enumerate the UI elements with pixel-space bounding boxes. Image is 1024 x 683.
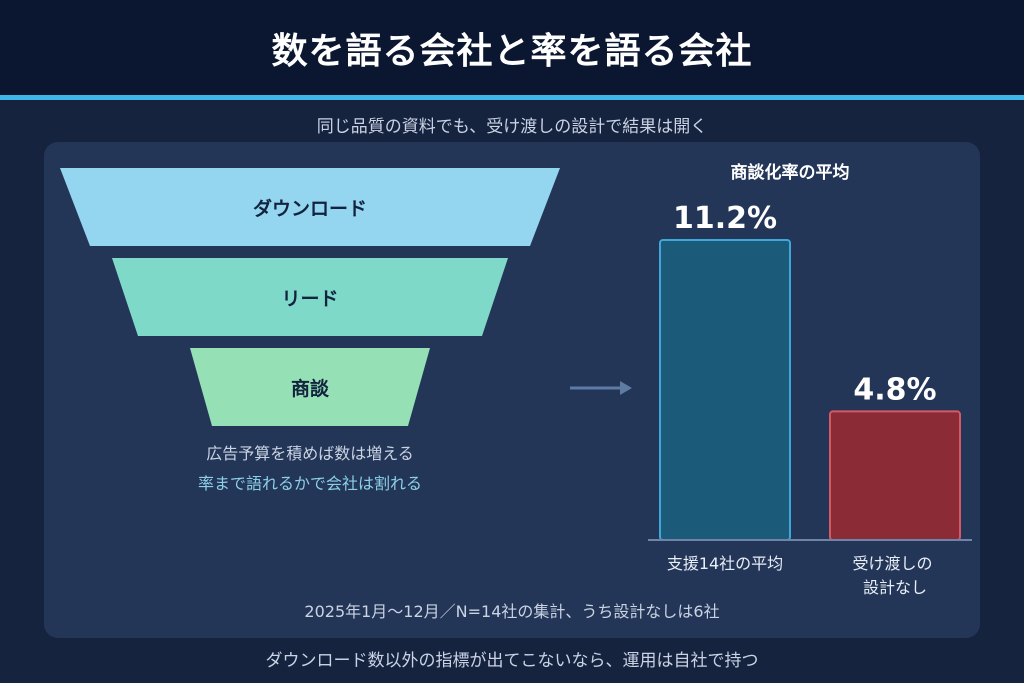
- x-tick-label-0: 支援14社の平均: [667, 554, 783, 573]
- x-tick-label-1: 受け渡しの 設計なし: [852, 554, 937, 597]
- bar-1: [829, 410, 961, 541]
- bar-group: 11.2% 4.8%: [659, 201, 961, 541]
- funnel-stage-lead: [112, 258, 508, 336]
- funnel-label-meeting: 商談: [291, 377, 330, 400]
- footer-message: ダウンロード数以外の指標が出てこないなら、運用は自社で持つ: [265, 651, 759, 671]
- funnel-label-download: ダウンロード: [253, 197, 367, 220]
- arrow-icon: [570, 381, 632, 395]
- accent-divider: [0, 95, 1024, 100]
- funnel-label-lead: リード: [281, 288, 338, 310]
- bar-value-label-0: 11.2%: [673, 201, 777, 236]
- page-subtitle: 同じ品質の資料でも、受け渡しの設計で結果は開く: [316, 117, 708, 137]
- funnel-stage-meeting: [190, 348, 430, 426]
- chart-title: 商談化率の平均: [731, 162, 850, 183]
- bar-value-label-1: 4.8%: [853, 372, 936, 407]
- title-bar: 数を語る会社と率を語る会社: [0, 0, 1024, 95]
- funnel-caption-line2: 率まで語れるかで会社は割れる: [198, 474, 422, 493]
- funnel-caption-line1: 広告予算を積めば数は増える: [206, 444, 414, 463]
- funnel-stage-download: [60, 168, 560, 246]
- data-source-note: 2025年1月〜12月／N=14社の集計、うち設計なしは6社: [304, 602, 719, 621]
- bar-0: [659, 239, 791, 541]
- page-title: 数を語る会社と率を語る会社: [271, 30, 753, 72]
